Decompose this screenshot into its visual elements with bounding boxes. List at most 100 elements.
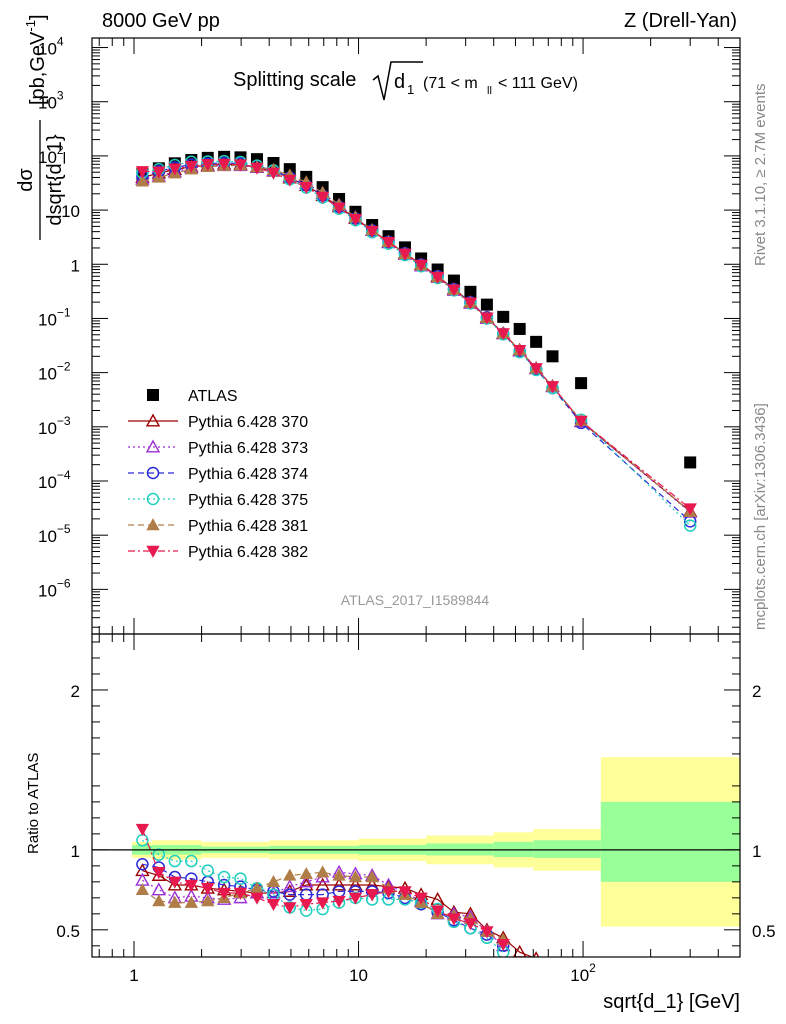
- series-3-line: [142, 162, 691, 522]
- ratio-series-5-point-22: [496, 939, 510, 952]
- ratio-series-5-point-9: [283, 902, 297, 915]
- y-tick-label-3: 10: [61, 202, 80, 221]
- title-range-close: < 111 GeV): [498, 75, 578, 92]
- ratio-tick-label-right-2: 0.5: [752, 922, 776, 941]
- ratio-series-5-point-5: [217, 887, 231, 900]
- series-6-point-22: [496, 328, 510, 341]
- legend-entry-1: Pythia 6.428 370: [128, 413, 308, 431]
- series-6-point-25: [545, 381, 560, 394]
- series-1: [135, 156, 698, 517]
- legend-label-0: ATLAS: [188, 388, 238, 405]
- mcplots-reference-label: mcplots.cern.ch [arXiv:1306.3436]: [752, 403, 769, 630]
- title-range-sub: ll: [487, 85, 492, 97]
- legend-marker-6: [146, 545, 160, 558]
- legend-marker-5: [146, 518, 160, 531]
- ratio-series-2-point-0: [136, 858, 149, 871]
- legend-marker-2: [145, 439, 161, 453]
- y-label-unit: [pb,GeV-1]: [23, 14, 49, 105]
- legend-entry-6: Pythia 6.428 382: [128, 544, 308, 561]
- series-6-point-10: [299, 181, 313, 194]
- y-tick-label-4: 1: [71, 256, 80, 275]
- legend-label-2: Pythia 6.428 373: [188, 440, 308, 457]
- legend-label-5: Pythia 6.428 381: [188, 518, 308, 535]
- ratio-series-5-point-20: [463, 918, 478, 931]
- y-label-unit-close: ]: [27, 14, 49, 20]
- ratio-series-5-point-10: [299, 899, 313, 912]
- series-6-point-18: [430, 271, 445, 284]
- series-6-point-21: [480, 312, 494, 325]
- series-6-point-15: [381, 237, 396, 250]
- series-6-point-6: [233, 159, 248, 172]
- rivet-version-label: Rivet 3.1.10, ≥ 2.7M events: [752, 84, 769, 267]
- ratio-series-0-point-23: [512, 944, 527, 957]
- legend-entry-4: Pythia 6.428 375: [128, 492, 308, 509]
- ratio-tick-label-left-1: 1: [71, 842, 80, 861]
- series-6-point-12: [332, 202, 346, 215]
- y-tick-label-1: 103: [38, 89, 64, 113]
- series-6-point-2: [168, 163, 182, 176]
- sqrt-sign: [372, 61, 423, 101]
- ratio-series-4-point-11: [315, 865, 330, 878]
- ratio-series-layer: [135, 823, 540, 957]
- ratio-series-1-point-1: [151, 882, 167, 896]
- ratio-band-green-7: [533, 840, 601, 858]
- ratio-series-3-point-3: [185, 854, 198, 868]
- ratio-series-4-point-14: [365, 870, 379, 883]
- legend-label-6: Pythia 6.428 382: [188, 544, 308, 561]
- axis-tick-labels: 1 10 10210410310210110−110−210−310−410−510…: [38, 35, 776, 985]
- ratio-series-4-point-0: [135, 883, 150, 896]
- legend-entry-3: Pythia 6.428 374: [128, 466, 308, 483]
- title-range-open: (71 < m: [423, 75, 478, 92]
- series-0-point-20: [464, 285, 477, 298]
- ratio-series-0-point-1: [151, 868, 167, 881]
- ratio-series-4-point-10: [299, 867, 313, 880]
- ratio-series-3-point-1: [152, 848, 166, 861]
- ratio-series-3-point-5: [217, 870, 231, 884]
- series-6-point-8: [266, 167, 281, 180]
- legend-marker-3: [146, 466, 160, 480]
- series-6-point-13: [348, 213, 363, 226]
- y-tick-label-5: 10−1: [38, 305, 71, 329]
- legend-label-3: Pythia 6.428 374: [188, 466, 308, 483]
- ratio-series-5-point-1: [152, 867, 166, 880]
- ratio-tick-label-right-1: 1: [752, 842, 761, 861]
- ratio-series-4-point-1: [152, 894, 166, 907]
- ratio-series-0-point-13: [348, 877, 363, 891]
- title-main: Splitting scale: [233, 69, 356, 91]
- ratio-series-1-point-10: [299, 874, 314, 888]
- title-symbol: d: [394, 71, 405, 93]
- ratio-series-4-point-12: [332, 868, 346, 881]
- ratio-series-5-point-0: [135, 823, 150, 836]
- main-series-layer: [135, 150, 698, 532]
- series-6-point-14: [365, 225, 379, 238]
- ratio-series-1-point-9: [282, 879, 297, 893]
- ratio-series-3-point-4: [201, 864, 214, 877]
- series-0-point-26: [575, 377, 588, 390]
- ratio-series-0-line: [142, 870, 534, 957]
- series-6-point-4: [201, 159, 215, 172]
- series-6-point-16: [398, 248, 412, 261]
- y-label-unit-sup: -1: [23, 20, 38, 32]
- ratio-series-3-point-2: [168, 854, 182, 868]
- ratio-series-5-point-14: [365, 889, 379, 902]
- ratio-series-1-point-8: [266, 885, 281, 899]
- ratio-series-5-point-13: [348, 892, 363, 905]
- y-label-denominator: dsqrt{d_1}: [44, 134, 66, 226]
- series-6-point-23: [512, 344, 527, 357]
- header-right: Z (Drell-Yan): [624, 10, 737, 32]
- ratio-series-5-point-2: [168, 876, 182, 889]
- ratio-series-4-point-3: [184, 895, 199, 908]
- x-tick-label-0: 1: [129, 966, 138, 985]
- series-6-point-20: [463, 297, 478, 310]
- x-axis-label: sqrt{d_1} [GeV]: [603, 991, 740, 1013]
- ratio-series-4-point-4: [201, 894, 215, 907]
- ratio-series-3-point-6: [234, 872, 247, 885]
- y-tick-label-9: 10−5: [38, 522, 71, 546]
- series-5: [135, 158, 697, 518]
- ratio-series-4-point-2: [168, 895, 182, 908]
- x-tick-label-2: 102: [570, 961, 596, 985]
- ratio-series-5-point-16: [398, 886, 412, 899]
- ratio-series-5-point-4: [201, 883, 215, 896]
- ratio-series-5-point-18: [430, 905, 445, 918]
